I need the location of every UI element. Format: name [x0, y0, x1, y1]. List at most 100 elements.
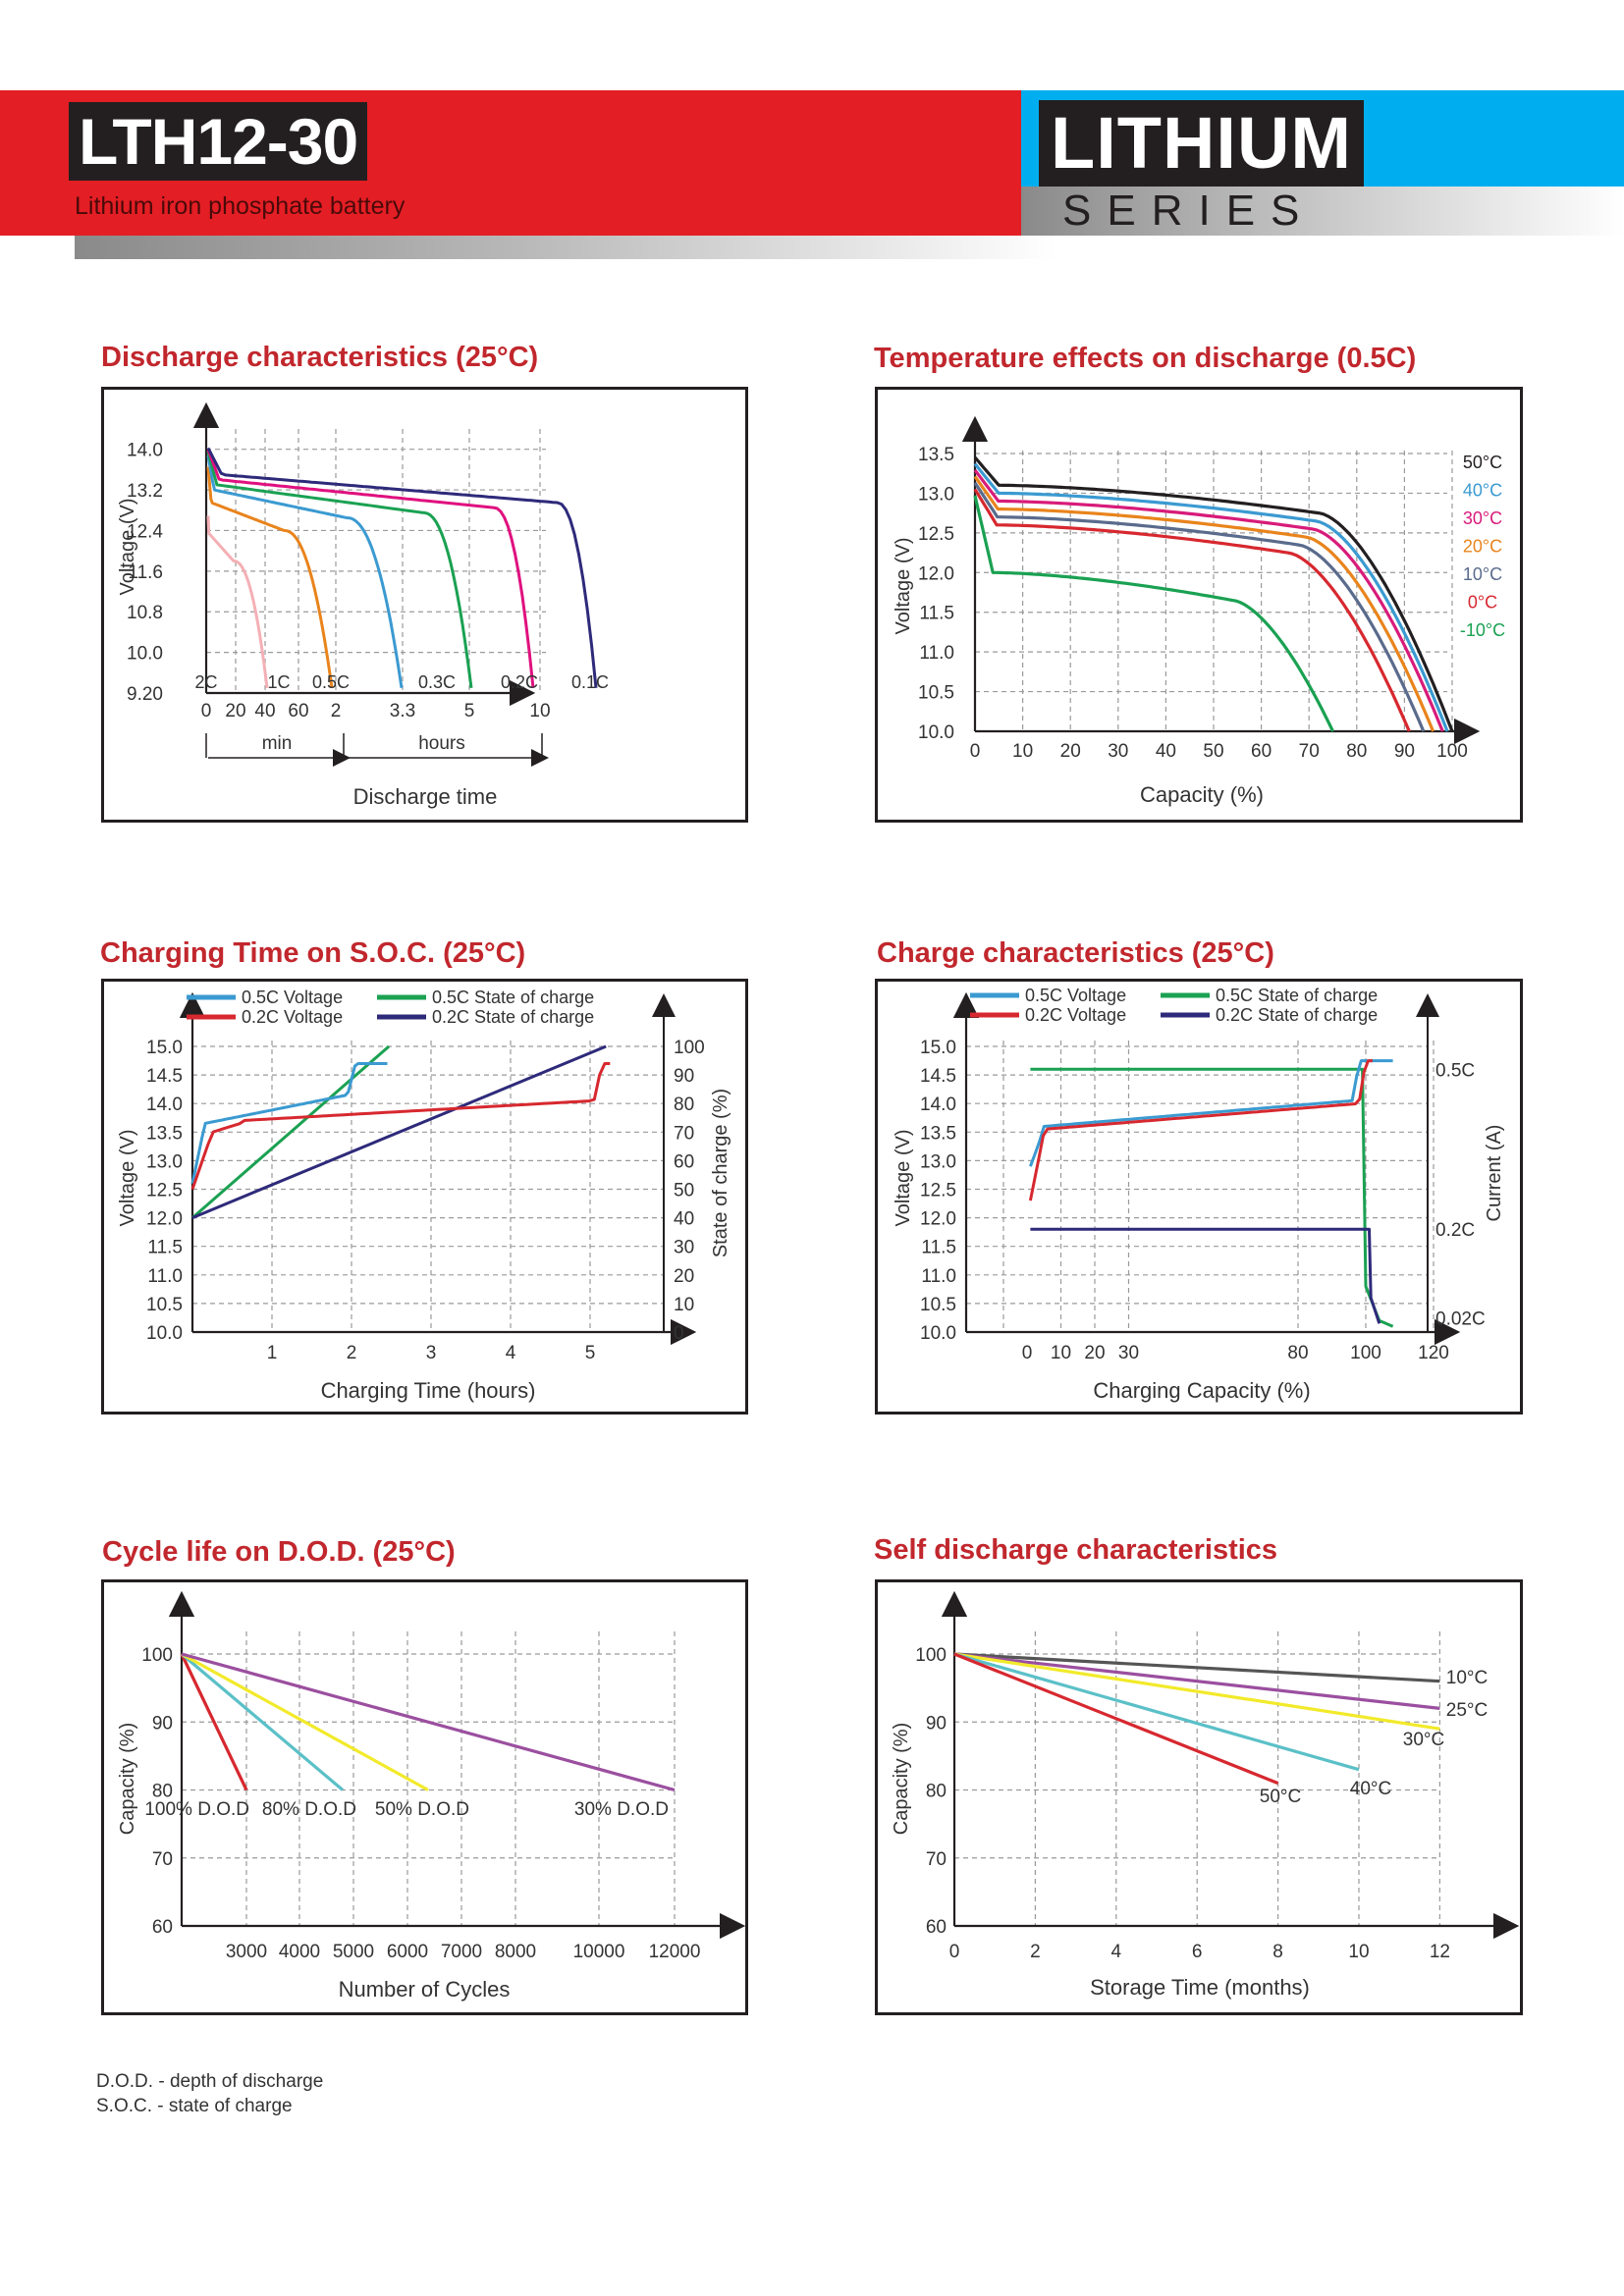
legend-label-3: 0.2C State of charge	[1216, 1005, 1378, 1025]
tick-label: 3	[426, 1343, 437, 1363]
bracket-label: min	[262, 733, 293, 754]
series-label-0.3C: 0.3C	[418, 672, 456, 692]
tick-label: 10	[674, 1295, 694, 1315]
tick-label: 9.20	[127, 684, 163, 705]
series-label-10°C: 10°C	[1446, 1668, 1488, 1688]
chart-title-discharge: Discharge characteristics (25°C)	[101, 342, 539, 373]
tick-label: 3000	[226, 1942, 267, 1962]
tick-label: 11.5	[147, 1238, 183, 1258]
curve-40°C	[973, 462, 1449, 732]
chart-svg: 15.0 14.5 14.0 13.5 13.0 12.5 12.0 11.5 11.0 10.5…	[893, 986, 1505, 1403]
tick-label: 80	[1287, 1343, 1308, 1363]
series-gray-band	[1021, 187, 1624, 236]
curve-1C	[206, 466, 334, 689]
tick-label: 14.5	[146, 1066, 183, 1087]
legend-0°C: 0°C	[1468, 593, 1497, 613]
tick-label: 11.5	[921, 1238, 956, 1258]
tick-label: 80	[1346, 741, 1367, 762]
curve-0.5C-soc	[191, 1044, 391, 1219]
x-axis-label: Capacity (%)	[1140, 782, 1264, 807]
tick-label: 0.2C	[1435, 1220, 1475, 1241]
tick-label: 2	[1030, 1942, 1041, 1962]
curve-0.2C-voltage	[190, 1062, 611, 1190]
tick-label: 120	[1418, 1343, 1449, 1363]
tick-label: 11.0	[147, 1266, 183, 1287]
tick-label: 10.0	[920, 1323, 956, 1344]
tick-label: 12.0	[146, 1209, 183, 1230]
tick-label: 14.5	[920, 1066, 956, 1087]
legend-label-1: 0.5C State of charge	[1216, 986, 1378, 1005]
curve-0.1C	[206, 447, 598, 688]
header-gray-band	[75, 236, 1056, 259]
legend-20°C: 20°C	[1463, 537, 1502, 557]
tick-label: 4	[1111, 1942, 1122, 1962]
curve-30°C	[973, 469, 1444, 732]
series-label-0.5C: 0.5C	[312, 672, 350, 692]
footnote-soc: S.O.C. - state of charge	[96, 2096, 293, 2116]
footnote-dod: D.O.D. - depth of discharge	[96, 2071, 324, 2092]
tick-label: 12.4	[127, 521, 163, 542]
model-subtitle: Lithium iron phosphate battery	[75, 192, 406, 220]
tick-label: 50	[1203, 741, 1223, 762]
y2-axis-label: State of charge (%)	[710, 1089, 731, 1257]
tick-label: 70	[152, 1849, 173, 1870]
tick-label: 0	[970, 741, 981, 762]
series-label-2C: 2C	[194, 672, 217, 692]
curve-50°C	[953, 1652, 1279, 1786]
tick-label: 10.8	[127, 603, 163, 623]
tick-label: 5	[585, 1343, 596, 1363]
tick-label: 10.5	[920, 1295, 956, 1315]
tick-label: 30	[1108, 741, 1128, 762]
chart-temperature: 13.5 13.0 12.5 12.0 11.5 11.0 10.5 10.0 0 10 20 30 4…	[875, 387, 1523, 823]
tick-label: 12.0	[920, 1209, 956, 1230]
tick-label: 60	[288, 701, 308, 721]
tick-label: 0	[1022, 1343, 1033, 1363]
y-axis-label: Capacity (%)	[891, 1723, 912, 1835]
tick-label: 11.5	[919, 604, 954, 624]
chart-charge-char: 15.0 14.5 14.0 13.5 13.0 12.5 12.0 11.5 11.0 10.5…	[875, 979, 1523, 1415]
tick-label: 90	[674, 1066, 694, 1087]
tick-label: 30	[674, 1238, 694, 1258]
tick-label: 90	[926, 1713, 947, 1734]
tick-label: 5	[464, 701, 475, 721]
tick-label: 10.0	[146, 1323, 183, 1344]
tick-label: 10	[529, 701, 550, 721]
y-axis-label: Voltage (V)	[893, 538, 914, 635]
tick-label: 13.5	[146, 1123, 183, 1144]
curve-0.5C-voltage	[1028, 1059, 1393, 1167]
tick-label: 11.0	[921, 1266, 956, 1287]
y-axis-label: Voltage (V)	[893, 1130, 914, 1227]
curve-25°C	[953, 1652, 1440, 1710]
tick-label: 12	[1430, 1942, 1450, 1962]
chart-svg: 100 90 80 70 60 3000 4000 5000 6000 7000 8000 10000…	[117, 1590, 745, 2002]
curve-0°C	[973, 488, 1411, 732]
tick-label: 12000	[649, 1942, 701, 1962]
curve-30% D.O.D	[181, 1652, 676, 1792]
tick-label: 80	[926, 1782, 947, 1802]
tick-label: 10	[1051, 1343, 1071, 1363]
tick-label: 100	[1436, 741, 1468, 762]
curve-0.2C-soc	[191, 1044, 607, 1219]
chart-svg: 13.5 13.0 12.5 12.0 11.5 11.0 10.5 10.0 0 10 20 30 4…	[893, 415, 1505, 807]
brand-logo: LITHIUM	[1039, 100, 1365, 187]
tick-label: 100	[1350, 1343, 1381, 1363]
curve-0.2C-voltage	[1028, 1059, 1373, 1201]
series-label-30% D.O.D: 30% D.O.D	[574, 1799, 669, 1820]
tick-label: 13.5	[920, 1123, 956, 1144]
tick-label: 0.5C	[1435, 1060, 1475, 1081]
curve-40°C	[953, 1652, 1360, 1772]
curve-20°C	[973, 475, 1435, 732]
series-label-100% D.O.D: 100% D.O.D	[144, 1799, 249, 1820]
tick-label: 10.5	[146, 1295, 183, 1315]
tick-label: 1	[267, 1343, 278, 1363]
tick-label: 4	[506, 1343, 516, 1363]
tick-label: 70	[926, 1849, 947, 1870]
curve-0.3C	[206, 451, 473, 688]
tick-label: 10	[1012, 741, 1033, 762]
legend-label-1: 0.5C State of charge	[432, 988, 594, 1007]
tick-label: 8000	[495, 1942, 536, 1962]
tick-label: 80	[674, 1095, 694, 1115]
chart-title-charge-char: Charge characteristics (25°C)	[877, 937, 1274, 969]
legend-10°C: 10°C	[1463, 564, 1502, 584]
tick-label: 10	[1348, 1942, 1369, 1962]
